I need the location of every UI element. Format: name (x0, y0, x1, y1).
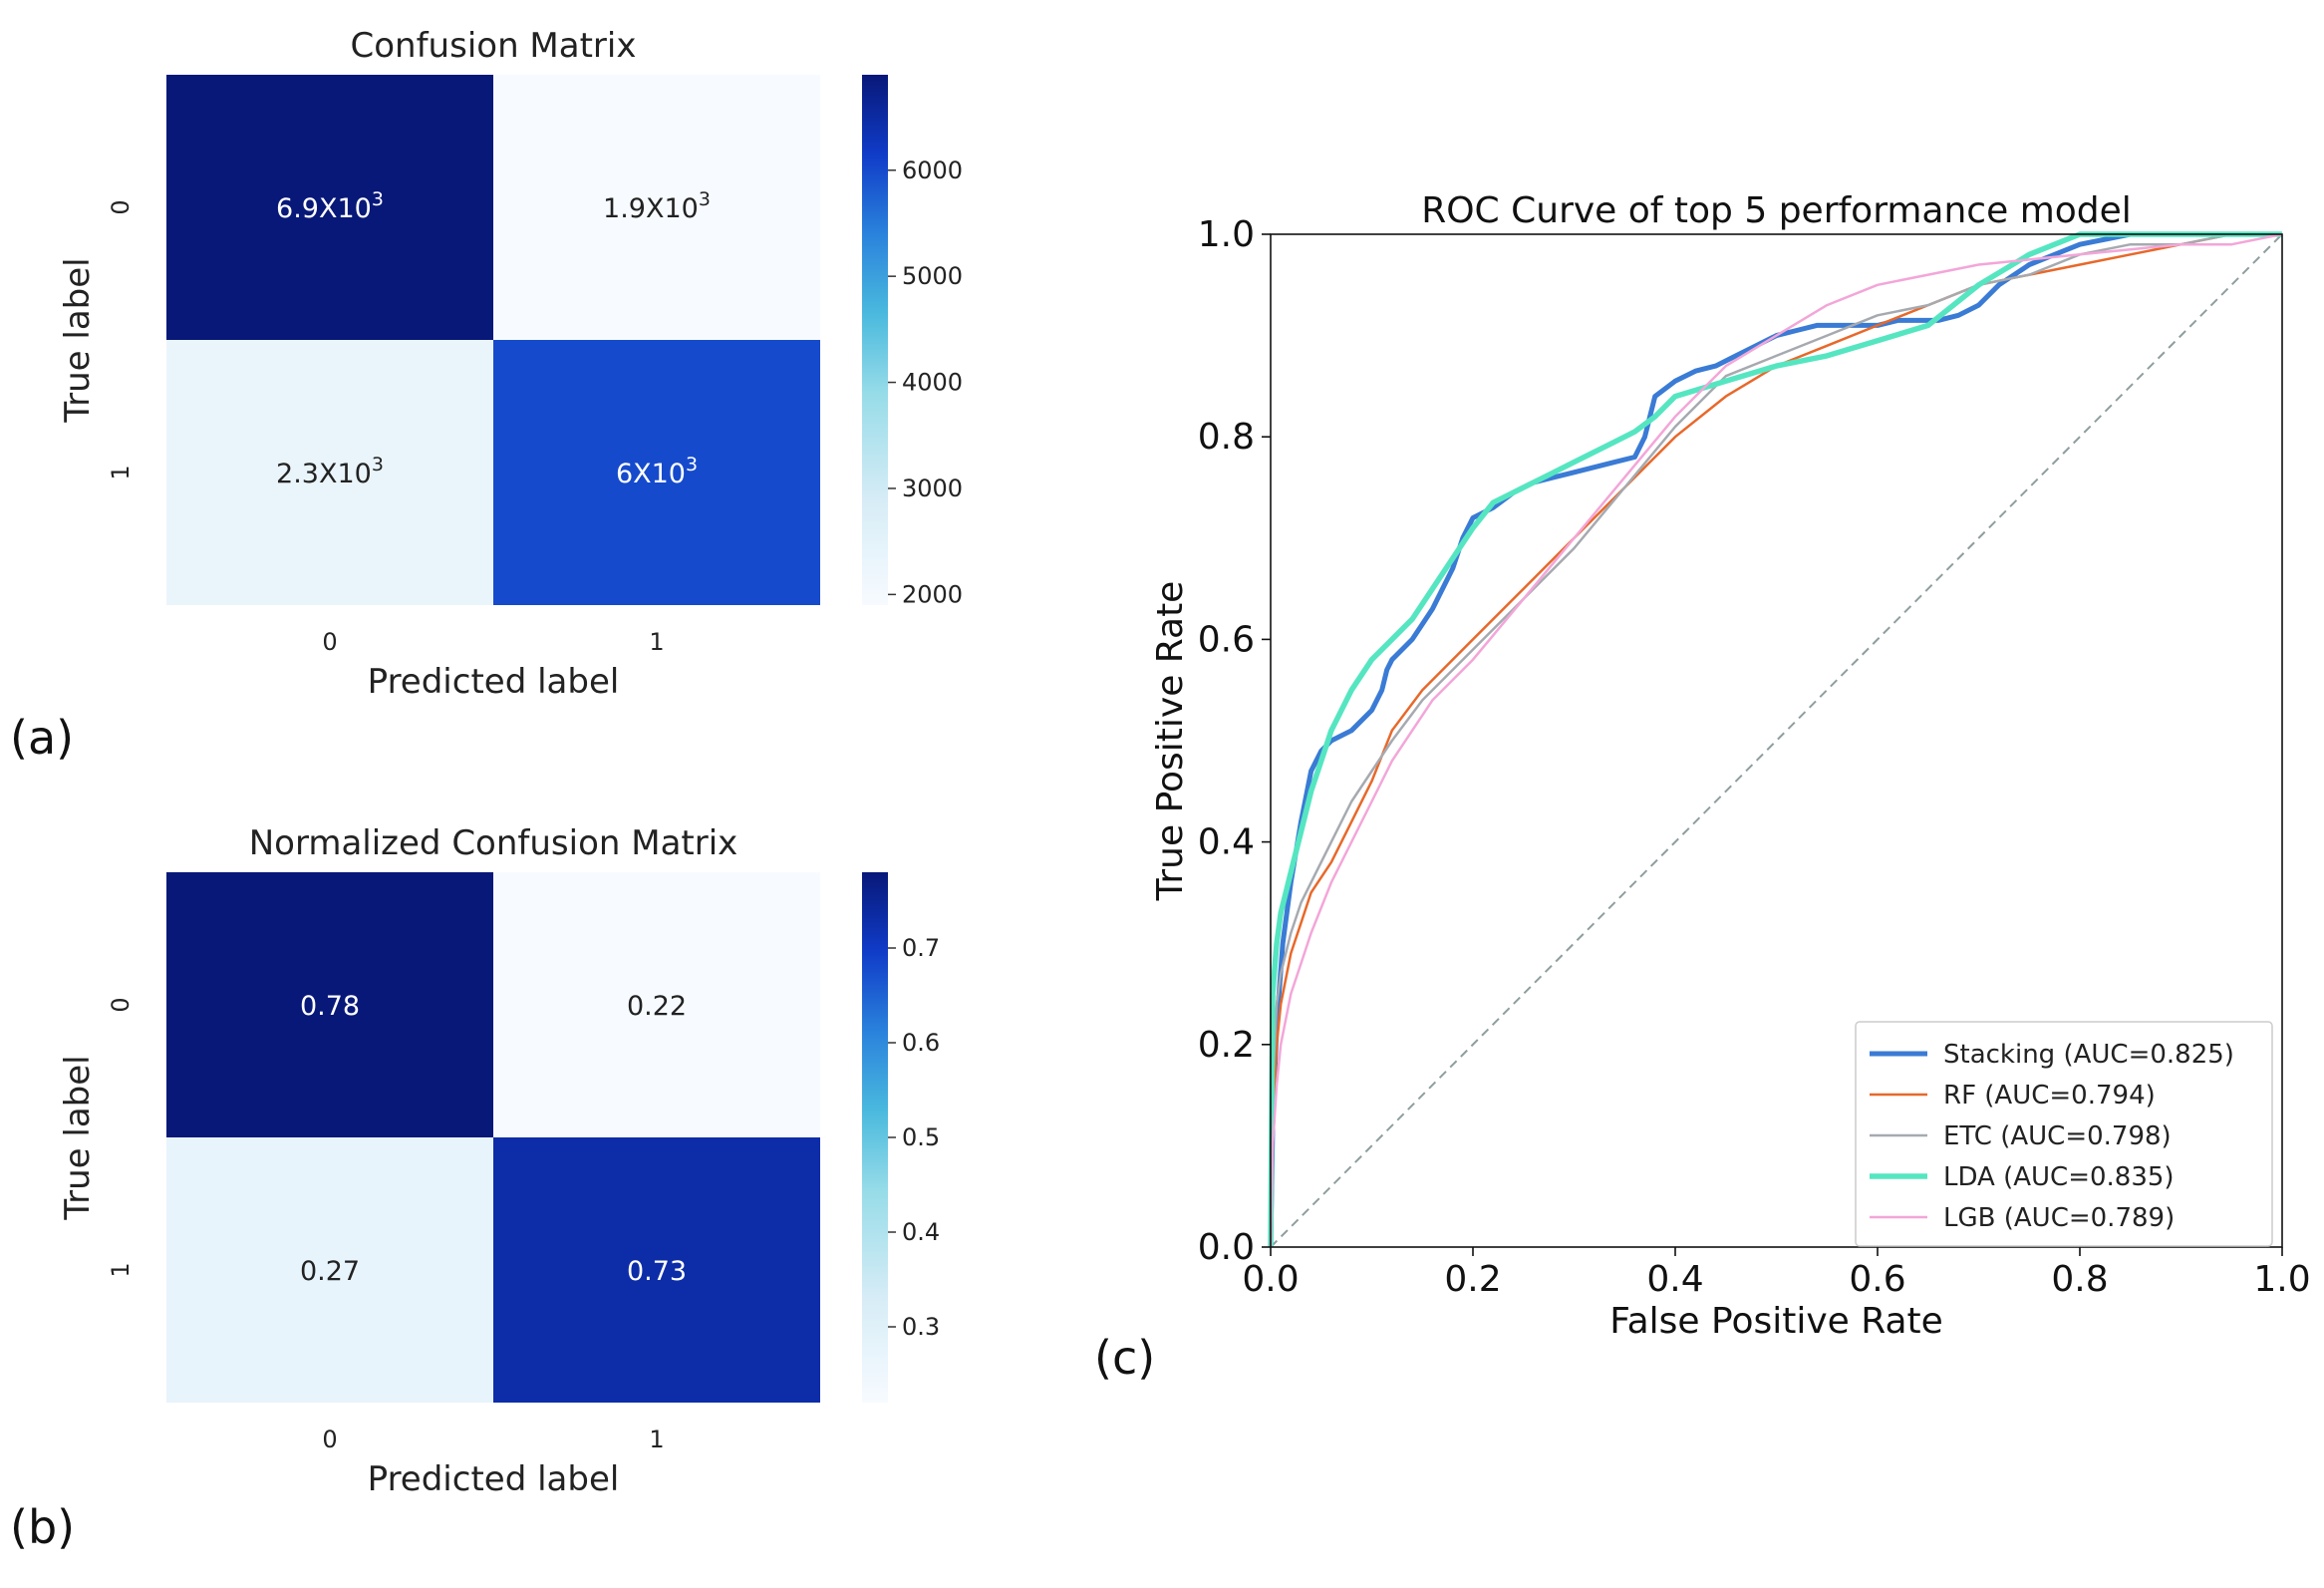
series-line-3 (1268, 231, 2282, 1248)
colorbar-tick-label-1: 3000 (902, 475, 963, 502)
x-tick-label-1: 0.2 (1444, 1259, 1501, 1300)
x-tick-label-0: 0 (322, 628, 337, 656)
x-tick-label-3: 0.6 (1849, 1259, 1905, 1300)
x-tick-label-1: 1 (649, 1426, 664, 1453)
y-tick-label-1: 1 (107, 465, 135, 479)
y-tick-label-0: 0 (107, 199, 135, 214)
y-axis-label: True label (58, 1055, 98, 1220)
annotation-base: 0.73 (627, 1256, 687, 1287)
colorbar (862, 75, 888, 605)
y-tick-label-0: 0 (107, 997, 135, 1012)
x-axis-label: Predicted label (368, 1459, 620, 1499)
x-tick-label-0: 0.0 (1242, 1259, 1299, 1300)
colorbar-tick-label-1: 0.4 (902, 1218, 940, 1246)
cell-annotation-1-1: 6X103 (616, 454, 698, 489)
heatmap-cell-0-1 (493, 75, 820, 340)
colorbar-tick-label-4: 0.7 (902, 934, 940, 962)
y-tick-label-1: 0.2 (1198, 1025, 1255, 1066)
annotation-base: 1.9X10 (603, 193, 699, 224)
x-tick-label-2: 0.4 (1646, 1259, 1703, 1300)
cell-annotation-1-1: 0.73 (627, 1256, 687, 1287)
heatmap-cell-1-1 (493, 340, 820, 605)
legend-label-4: LGB (AUC=0.789) (1943, 1203, 2175, 1233)
x-tick-label-1: 1 (649, 628, 664, 656)
annotation-base: 0.27 (300, 1256, 360, 1287)
colorbar-tick-label-0: 2000 (902, 580, 963, 608)
annotation-base: 0.78 (300, 991, 360, 1022)
cell-annotation-0-0: 6.9X103 (276, 188, 384, 224)
annotation-base: 0.22 (627, 991, 687, 1022)
legend-label-0: Stacking (AUC=0.825) (1943, 1040, 2234, 1070)
colorbar-tick-label-3: 0.6 (902, 1029, 940, 1057)
x-axis-label: Predicted label (368, 662, 620, 702)
y-tick-label-0: 0.0 (1198, 1227, 1255, 1268)
series-line-0 (1268, 231, 2282, 1248)
cell-annotation-1-0: 0.27 (300, 1256, 360, 1287)
chart-title: Normalized Confusion Matrix (249, 823, 738, 863)
annotation-exponent: 3 (372, 188, 384, 210)
cell-annotation-0-0: 0.78 (300, 991, 360, 1022)
heatmap-cell-0-1 (493, 872, 820, 1137)
y-tick-label-1: 1 (107, 1262, 135, 1277)
annotation-base: 6X10 (616, 459, 686, 489)
annotation-exponent: 3 (372, 454, 384, 476)
cell-annotation-1-0: 2.3X103 (276, 454, 384, 489)
x-tick-label-5: 1.0 (2253, 1259, 2310, 1300)
chart-title: ROC Curve of top 5 performance model (1421, 190, 2132, 231)
y-axis-label: True Positive Rate (1150, 581, 1191, 902)
annotation-exponent: 3 (686, 454, 698, 476)
y-tick-label-3: 0.6 (1198, 619, 1255, 660)
panel-label-b: (b) (10, 1500, 75, 1554)
y-axis-label: True label (58, 257, 98, 423)
colorbar-tick-label-2: 0.5 (902, 1123, 940, 1151)
y-tick-label-2: 0.4 (1198, 822, 1255, 863)
panel-label-a: (a) (10, 711, 74, 765)
panel-label-c: (c) (1094, 1331, 1155, 1385)
y-tick-label-5: 1.0 (1198, 214, 1255, 255)
legend-box (1855, 1021, 2273, 1247)
heatmap-cell-1-1 (493, 1137, 820, 1403)
x-tick-label-0: 0 (322, 1426, 337, 1453)
series-line-2 (1269, 232, 2282, 1248)
annotation-exponent: 3 (699, 188, 711, 210)
legend-label-2: ETC (AUC=0.798) (1943, 1121, 2172, 1151)
annotation-base: 6.9X10 (276, 193, 372, 224)
x-axis-label: False Positive Rate (1609, 1301, 1943, 1342)
heatmap-cell-0-0 (166, 872, 493, 1137)
chart-title: Confusion Matrix (351, 26, 637, 66)
legend-label-3: LDA (AUC=0.835) (1943, 1162, 2175, 1192)
x-tick-label-4: 0.8 (2051, 1259, 2108, 1300)
colorbar (862, 872, 888, 1403)
y-tick-label-4: 0.8 (1198, 417, 1255, 458)
normalized-confusion-matrix-chart: Normalized Confusion Matrix 0.78 0.22 0.27 0… (58, 823, 940, 1499)
series-line-4 (1269, 232, 2283, 1248)
cell-annotation-0-1: 0.22 (627, 991, 687, 1022)
plot-frame (1270, 233, 2283, 1248)
heatmap-cell-1-0 (166, 340, 493, 605)
colorbar-tick-label-4: 6000 (902, 157, 963, 184)
annotation-base: 2.3X10 (276, 459, 372, 489)
legend-label-1: RF (AUC=0.794) (1943, 1081, 2156, 1111)
colorbar-tick-label-2: 4000 (902, 369, 963, 397)
heatmap-cell-0-0 (166, 75, 493, 340)
cell-annotation-0-1: 1.9X103 (603, 188, 711, 224)
colorbar-tick-label-0: 0.3 (902, 1313, 940, 1341)
heatmap-cell-1-0 (166, 1137, 493, 1403)
colorbar-tick-label-3: 5000 (902, 262, 963, 290)
